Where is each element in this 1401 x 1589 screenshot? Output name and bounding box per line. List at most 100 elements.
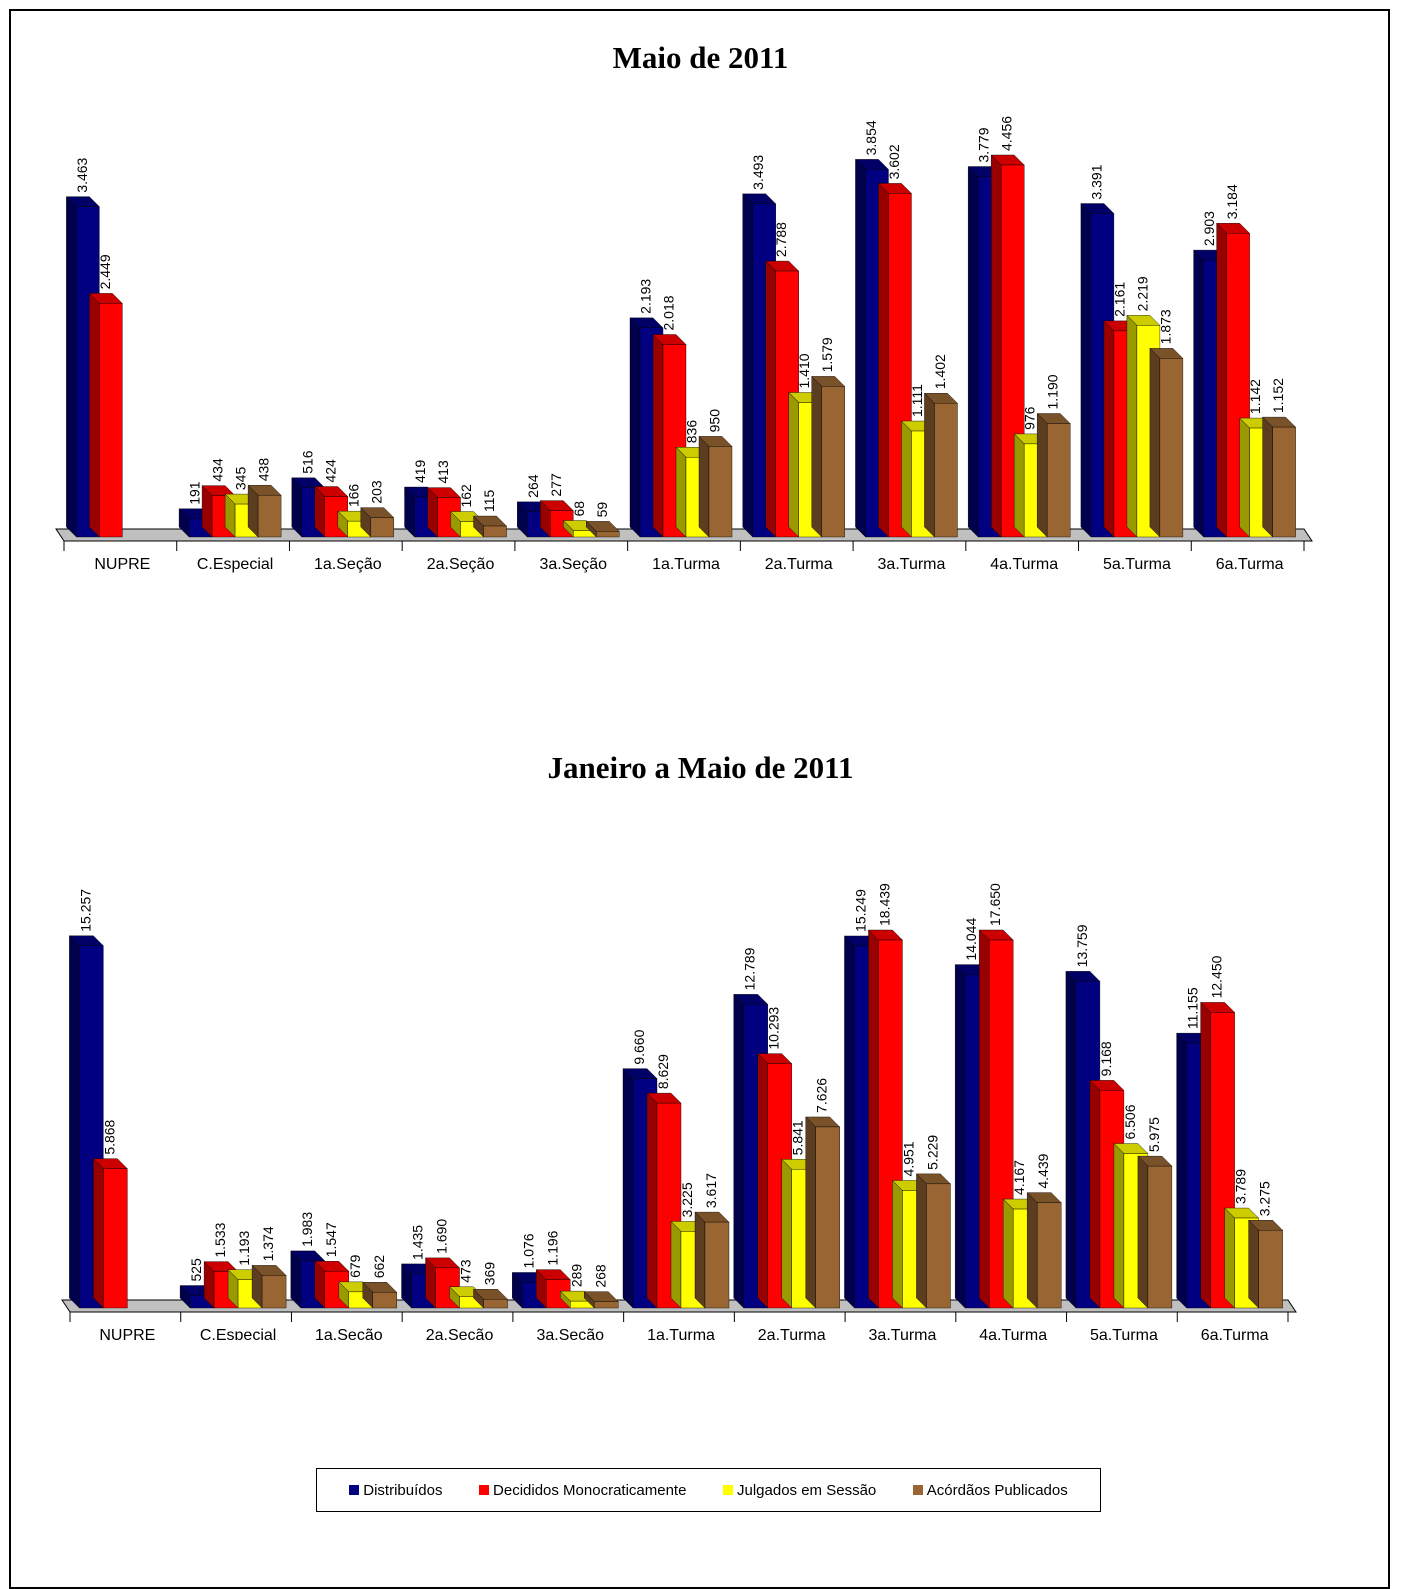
data-label-julgados-em-sessao-2a-secao: 162 bbox=[458, 484, 474, 508]
bar-acordaos-publicados-3a-secao bbox=[585, 520, 620, 538]
data-label-distribuidos-1a-turma: 2.193 bbox=[638, 279, 654, 314]
chart-1-maio-2011: NUPRE 3.463 2.449 C.Especial 191 434 345 438 1a.… bbox=[55, 116, 1313, 573]
legend-swatch-distribuidos bbox=[349, 1485, 360, 1495]
bar-decididos-monocraticamente-1a-secao bbox=[314, 486, 349, 538]
chart-2-category-label-nupre: NUPRE bbox=[99, 1327, 155, 1340]
data-label-acordaos-publicados-c-especial: 1.374 bbox=[260, 1226, 276, 1261]
data-label-distribuidos-6a-turma: 11.155 bbox=[1185, 987, 1201, 1029]
bar-acordaos-publicados-6a-turma bbox=[1262, 416, 1297, 538]
data-label-distribuidos-1a-secao: 516 bbox=[299, 450, 315, 474]
data-label-acordaos-publicados-5a-turma: 1.873 bbox=[1157, 309, 1173, 344]
chart-1-title: Maio de 2011 bbox=[612, 40, 789, 75]
data-label-decididos-monocraticamente-2a-secao: 1.690 bbox=[434, 1219, 450, 1254]
data-label-decididos-monocraticamente-2a-turma: 10.293 bbox=[766, 1007, 782, 1050]
bar-acordaos-publicados-5a-turma bbox=[1149, 347, 1184, 538]
legend-label-acordaos: Acórdãos Publicados bbox=[926, 1481, 1068, 1499]
data-label-julgados-em-sessao-6a-turma: 3.789 bbox=[1233, 1169, 1249, 1204]
data-label-acordaos-publicados-2a-turma: 1.579 bbox=[819, 337, 835, 372]
chart-2-title: Janeiro a Maio de 2011 bbox=[547, 750, 854, 785]
chart-1-category-label-c-especial: C.Especial bbox=[197, 556, 273, 573]
bar-acordaos-publicados-c-especial bbox=[247, 484, 282, 538]
data-label-distribuidos-3a-turma: 3.854 bbox=[863, 120, 879, 155]
bar-decididos-monocraticamente-4a-turma bbox=[978, 929, 1014, 1309]
chart-1-category-label-1a-turma: 1a.Turma bbox=[652, 556, 720, 573]
data-label-decididos-monocraticamente-5a-turma: 9.168 bbox=[1098, 1041, 1114, 1076]
data-label-acordaos-publicados-1a-turma: 3.617 bbox=[703, 1173, 719, 1208]
data-label-distribuidos-5a-turma: 3.391 bbox=[1088, 164, 1104, 199]
data-label-julgados-em-sessao-1a-secao: 679 bbox=[347, 1254, 363, 1278]
bar-acordaos-publicados-1a-secao bbox=[360, 507, 395, 538]
chart-1-category-label-2a-turma: 2a.Turma bbox=[765, 556, 833, 573]
chart-2-janeiro-maio-2011: NUPRE 15.257 5.868 C.Especial 525 1.533 1.193 1… bbox=[61, 883, 1297, 1340]
legend-swatch-acordaos bbox=[912, 1485, 923, 1495]
chart-1-category-label-1a-secao: 1a.Seção bbox=[314, 556, 382, 573]
data-label-acordaos-publicados-1a-turma: 950 bbox=[707, 409, 723, 433]
data-label-decididos-monocraticamente-3a-turma: 3.602 bbox=[886, 144, 902, 179]
data-label-acordaos-publicados-3a-secao: 59 bbox=[594, 502, 610, 518]
data-label-acordaos-publicados-3a-turma: 1.402 bbox=[932, 354, 948, 389]
data-label-julgados-em-sessao-5a-turma: 2.219 bbox=[1134, 276, 1150, 311]
chart-2-category-label-c-especial: C.Especial bbox=[200, 1327, 276, 1340]
data-label-decididos-monocraticamente-1a-secao: 1.547 bbox=[323, 1222, 339, 1257]
chart-1-category-label-2a-secao: 2a.Seção bbox=[427, 556, 495, 573]
legend-item-distribuidos: Distribuídos bbox=[349, 1482, 442, 1499]
chart-1-category-label-5a-turma: 5a.Turma bbox=[1103, 556, 1171, 573]
data-label-julgados-em-sessao-2a-turma: 5.841 bbox=[790, 1120, 806, 1155]
data-label-distribuidos-3a-secao: 1.076 bbox=[520, 1233, 536, 1268]
chart-1-category-label-6a-turma: 6a.Turma bbox=[1216, 556, 1284, 573]
chart-2-category-label-4a-turma: 4a.Turma bbox=[979, 1327, 1047, 1340]
data-label-distribuidos-5a-turma: 13.759 bbox=[1074, 924, 1090, 967]
data-label-julgados-em-sessao-6a-turma: 1.142 bbox=[1247, 379, 1263, 414]
data-label-julgados-em-sessao-2a-secao: 473 bbox=[458, 1259, 474, 1283]
bar-acordaos-publicados-5a-turma bbox=[1137, 1155, 1173, 1309]
bar-acordaos-publicados-3a-secao bbox=[583, 1291, 619, 1309]
data-label-distribuidos-2a-turma: 12.789 bbox=[742, 947, 758, 990]
legend: Distribuídos Decididos Monocraticamente … bbox=[316, 1468, 1101, 1512]
legend-label-decididos: Decididos Monocraticamente bbox=[493, 1481, 687, 1499]
chart-2-category-label-2a-turma: 2a.Turma bbox=[758, 1327, 826, 1340]
data-label-acordaos-publicados-5a-turma: 5.975 bbox=[1146, 1117, 1162, 1152]
data-label-acordaos-publicados-2a-secao: 115 bbox=[481, 489, 497, 512]
data-label-distribuidos-3a-turma: 15.249 bbox=[852, 889, 868, 932]
legend-item-decididos: Decididos Monocraticamente bbox=[479, 1482, 686, 1499]
data-label-julgados-em-sessao-5a-turma: 6.506 bbox=[1122, 1104, 1138, 1139]
chart-2-category-label-2a-secao: 2a.Seção bbox=[426, 1327, 494, 1340]
data-label-distribuidos-3a-secao: 264 bbox=[525, 474, 541, 498]
data-label-distribuidos-nupre: 15.257 bbox=[77, 889, 93, 932]
data-label-decididos-monocraticamente-3a-turma: 18.439 bbox=[876, 883, 892, 926]
bar-decididos-monocraticamente-2a-turma bbox=[757, 1053, 793, 1309]
data-label-acordaos-publicados-1a-secao: 203 bbox=[368, 480, 384, 504]
data-label-acordaos-publicados-2a-turma: 7.626 bbox=[814, 1078, 830, 1113]
bar-acordaos-publicados-4a-turma bbox=[1036, 413, 1071, 538]
bar-decididos-monocraticamente-nupre bbox=[92, 1158, 128, 1309]
data-label-julgados-em-sessao-3a-turma: 1.111 bbox=[909, 384, 925, 417]
data-label-acordaos-publicados-3a-secao: 268 bbox=[592, 1264, 608, 1288]
data-label-julgados-em-sessao-c-especial: 1.193 bbox=[236, 1230, 252, 1265]
data-label-distribuidos-1a-turma: 9.660 bbox=[631, 1029, 647, 1064]
data-label-decididos-monocraticamente-6a-turma: 3.184 bbox=[1224, 184, 1240, 219]
data-label-decididos-monocraticamente-3a-secao: 1.196 bbox=[544, 1230, 560, 1265]
data-label-decididos-monocraticamente-2a-turma: 2.788 bbox=[773, 222, 789, 257]
data-label-decididos-monocraticamente-5a-turma: 2.161 bbox=[1111, 282, 1127, 317]
data-label-decididos-monocraticamente-3a-secao: 277 bbox=[548, 473, 564, 497]
data-label-decididos-monocraticamente-1a-turma: 2.018 bbox=[661, 295, 677, 330]
data-label-decididos-monocraticamente-2a-secao: 413 bbox=[435, 460, 451, 484]
data-label-acordaos-publicados-2a-secao: 369 bbox=[482, 1262, 498, 1286]
data-label-julgados-em-sessao-4a-turma: 976 bbox=[1022, 406, 1038, 430]
bar-acordaos-publicados-3a-turma bbox=[923, 392, 958, 538]
bar-decididos-monocraticamente-nupre bbox=[88, 292, 123, 538]
bar-acordaos-publicados-2a-secao bbox=[473, 515, 508, 538]
legend-item-acordaos: Acórdãos Publicados bbox=[912, 1481, 1068, 1499]
bar-acordaos-publicados-1a-secao bbox=[362, 1281, 398, 1309]
data-label-distribuidos-1a-secao: 1.983 bbox=[299, 1212, 315, 1247]
data-label-distribuidos-4a-turma: 14.044 bbox=[963, 918, 979, 961]
bar-decididos-monocraticamente-2a-secao bbox=[427, 487, 462, 538]
legend-swatch-julgados bbox=[723, 1485, 733, 1495]
bar-acordaos-publicados-4a-turma bbox=[1026, 1192, 1062, 1309]
bar-acordaos-publicados-2a-secao bbox=[473, 1288, 509, 1309]
data-label-decididos-monocraticamente-1a-secao: 424 bbox=[322, 459, 338, 483]
data-label-julgados-em-sessao-1a-secao: 166 bbox=[345, 484, 361, 508]
data-label-julgados-em-sessao-3a-turma: 4.951 bbox=[900, 1141, 916, 1176]
data-label-acordaos-publicados-1a-secao: 662 bbox=[371, 1255, 387, 1279]
data-label-distribuidos-6a-turma: 2.903 bbox=[1201, 211, 1217, 246]
